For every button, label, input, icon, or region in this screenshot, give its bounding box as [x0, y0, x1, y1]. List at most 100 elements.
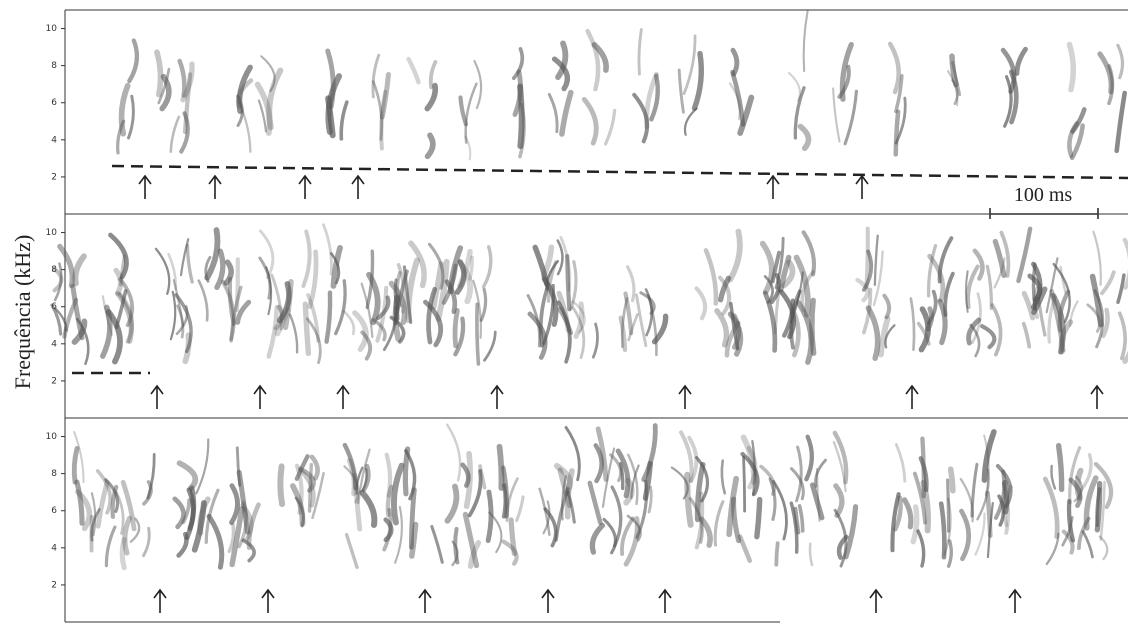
syllable-trace: [444, 483, 460, 524]
syllable-trace: [1070, 107, 1087, 134]
syllable-trace: [104, 478, 120, 514]
syllable-trace: [90, 508, 101, 542]
syllable-trace: [342, 442, 358, 491]
syllable-trace: [937, 298, 948, 346]
syllable-trace: [790, 467, 805, 501]
syllable-trace: [538, 285, 550, 348]
syllable-trace: [737, 534, 753, 563]
syllable-trace: [342, 309, 356, 336]
syllable-trace: [488, 511, 503, 554]
syllable-trace: [462, 511, 480, 569]
syllable-trace: [559, 89, 574, 137]
syllable-trace: [547, 92, 559, 134]
syllable-trace: [307, 249, 319, 309]
syllable-trace: [683, 107, 698, 136]
syllable-trace: [246, 502, 261, 551]
syllable-trace: [836, 534, 849, 560]
syllable-trace: [1122, 237, 1128, 290]
syllable-trace: [865, 305, 881, 362]
syllable-trace: [882, 293, 892, 320]
syllable-trace: [75, 489, 93, 532]
y-tick-label: 2: [51, 580, 57, 590]
syllable-trace: [1101, 307, 1110, 339]
syllable-trace: [543, 507, 558, 548]
syllable-trace: [402, 265, 413, 324]
syllable-trace: [172, 496, 186, 530]
syllable-trace: [241, 538, 256, 563]
syllable-trace: [276, 281, 292, 324]
syllable-trace: [453, 316, 466, 357]
syllable-trace: [677, 68, 685, 114]
syllable-trace: [1031, 286, 1048, 316]
syllable-trace: [901, 497, 914, 530]
syllable-trace: [467, 469, 483, 518]
syllable-trace: [910, 504, 920, 545]
syllable-trace: [120, 479, 137, 532]
syllable-trace: [894, 74, 904, 114]
syllable-trace: [839, 41, 854, 102]
syllable-trace: [428, 60, 438, 90]
syllable-trace: [718, 275, 732, 316]
syllable-trace: [976, 468, 990, 521]
syllable-trace: [981, 429, 997, 483]
syllable-trace: [986, 501, 994, 559]
syllable-trace: [754, 496, 763, 540]
syllable-trace: [70, 283, 85, 341]
syllable-trace: [236, 64, 253, 114]
syllable-trace: [468, 255, 474, 281]
arrow: [418, 588, 432, 613]
syllable-trace: [311, 472, 325, 520]
syllable-trace: [176, 460, 199, 492]
syllable-trace: [691, 50, 704, 111]
syllable-trace: [698, 516, 713, 548]
syllable-trace: [763, 275, 774, 304]
syllable-trace: [122, 515, 133, 556]
syllable-trace: [808, 542, 814, 567]
syllable-trace: [288, 313, 299, 354]
syllable-trace: [324, 290, 333, 344]
y-tick-label: 10: [46, 228, 58, 238]
syllable-trace: [556, 239, 564, 276]
syllable-trace: [737, 94, 755, 136]
syllable-trace: [1055, 442, 1065, 493]
y-tick-label: 6: [51, 98, 57, 108]
syllable-trace: [408, 521, 419, 559]
syllable-trace: [581, 96, 599, 146]
syllable-trace: [972, 248, 985, 281]
syllable-trace: [555, 40, 569, 81]
syllable-trace: [593, 443, 604, 484]
syllable-trace: [728, 82, 742, 121]
syllable-trace: [508, 517, 517, 557]
syllable-trace: [176, 531, 189, 558]
syllable-trace: [1093, 461, 1114, 510]
syllable-trace: [1066, 498, 1076, 543]
syllable-trace: [72, 253, 87, 287]
syllable-trace: [446, 423, 462, 482]
syllable-trace: [804, 434, 814, 482]
syllable-trace: [731, 496, 742, 544]
syllable-trace: [566, 490, 576, 524]
syllable-trace: [235, 299, 252, 325]
syllable-trace: [157, 67, 171, 105]
arrow: [678, 384, 692, 409]
syllable-trace: [595, 426, 609, 482]
syllable-trace: [1098, 535, 1109, 561]
syllable-trace: [204, 227, 221, 281]
syllable-trace: [54, 307, 68, 332]
syllable-trace: [797, 123, 812, 152]
syllable-trace: [352, 310, 369, 352]
syllable-trace: [695, 456, 709, 503]
syllable-trace: [1092, 230, 1102, 286]
syllable-trace: [299, 469, 316, 508]
syllable-trace: [294, 496, 305, 528]
syllable-trace: [74, 479, 85, 526]
syllable-trace: [406, 56, 421, 85]
y-tick-label: 8: [51, 265, 57, 275]
syllable-trace: [1021, 290, 1036, 321]
scale-bar-label: 100 ms: [1014, 184, 1073, 206]
syllable-trace: [959, 477, 974, 523]
syllable-trace: [573, 301, 585, 339]
syllable-trace: [980, 324, 997, 350]
arrow: [138, 174, 152, 199]
